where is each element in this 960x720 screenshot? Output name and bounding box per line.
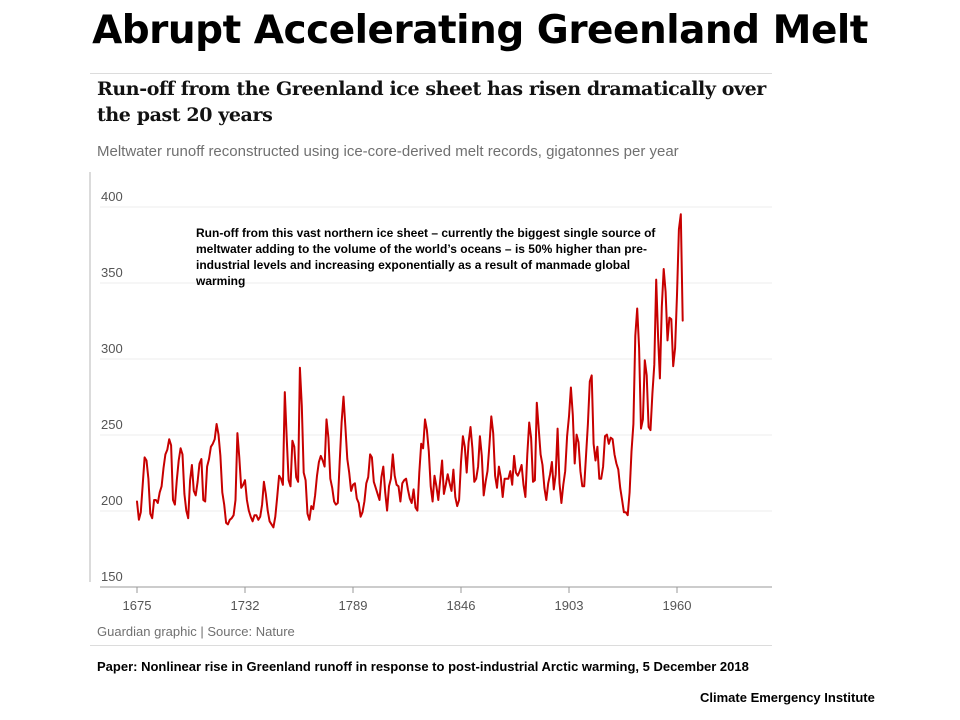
chart-source: Guardian graphic | Source: Nature xyxy=(97,624,295,639)
y-tick-labels: 150 200 250 300 350 400 xyxy=(101,189,123,584)
series-layer xyxy=(136,213,684,529)
y-tick-150: 150 xyxy=(101,569,123,584)
slide-title: Abrupt Accelerating Greenland Melt xyxy=(92,8,868,53)
x-tick-1675: 1675 xyxy=(123,598,152,613)
paper-reference: Paper: Nonlinear rise in Greenland runof… xyxy=(97,659,749,674)
runoff-series-line xyxy=(136,213,684,529)
y-tick-300: 300 xyxy=(101,341,123,356)
x-tick-1732: 1732 xyxy=(231,598,260,613)
top-rule xyxy=(90,73,772,74)
x-tick-1903: 1903 xyxy=(555,598,584,613)
chart-title: Run-off from the Greenland ice sheet has… xyxy=(97,78,766,126)
y-tick-200: 200 xyxy=(101,493,123,508)
y-tick-250: 250 xyxy=(101,417,123,432)
bottom-rule xyxy=(90,645,772,646)
axes xyxy=(89,172,772,588)
credit-label: Climate Emergency Institute xyxy=(700,690,875,705)
x-tick-1960: 1960 xyxy=(663,598,692,613)
chart-subtitle: Meltwater runoff reconstructed using ice… xyxy=(97,143,679,160)
chart-annotation: Run-off from this vast northern ice shee… xyxy=(196,226,656,288)
x-tick-labels: 1675 1732 1789 1846 1903 1960 xyxy=(123,587,692,613)
y-tick-350: 350 xyxy=(101,265,123,280)
y-tick-400: 400 xyxy=(101,189,123,204)
x-tick-1846: 1846 xyxy=(447,598,476,613)
x-tick-1789: 1789 xyxy=(339,598,368,613)
